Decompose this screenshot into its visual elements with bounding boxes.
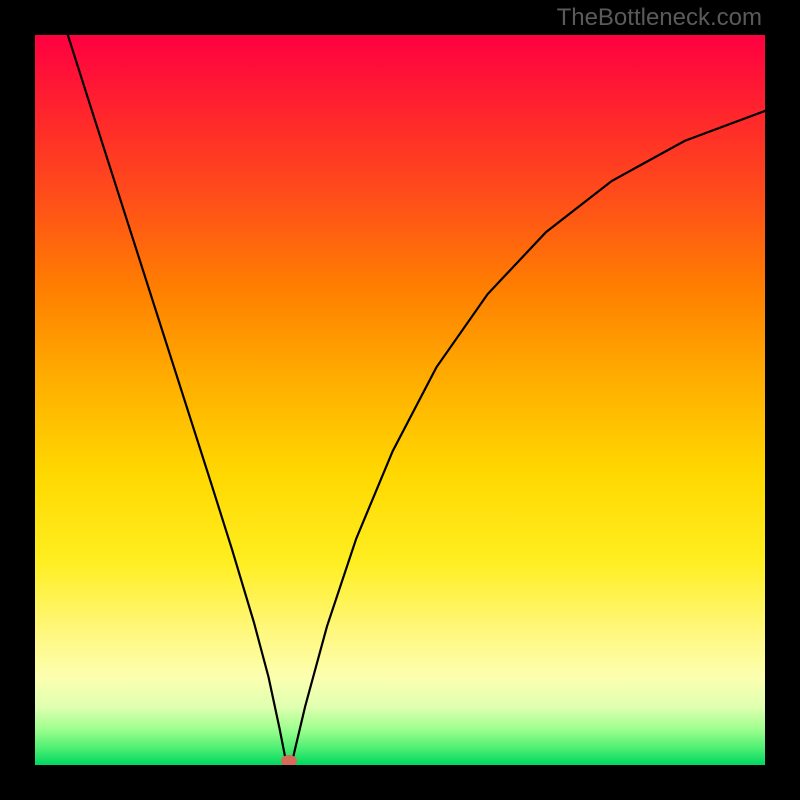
curve-right-branch bbox=[292, 111, 765, 762]
curve-left-branch bbox=[68, 35, 286, 762]
plot-area bbox=[35, 35, 765, 765]
chart-frame: TheBottleneck.com bbox=[0, 0, 800, 800]
min-point-marker bbox=[281, 755, 297, 765]
curve-layer bbox=[35, 35, 765, 765]
watermark-text: TheBottleneck.com bbox=[557, 4, 762, 32]
